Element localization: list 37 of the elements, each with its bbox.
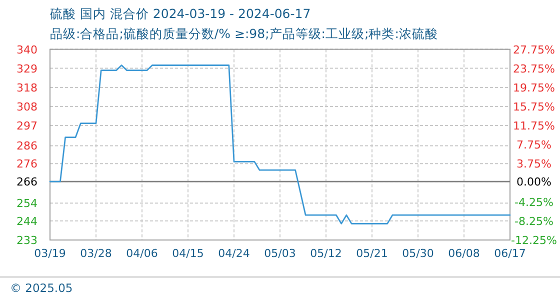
y-tick-label: 340 <box>16 43 38 56</box>
y-tick-label: 266 <box>16 176 38 189</box>
y2-tick-label: 27.75% <box>513 43 555 56</box>
y2-tick-label: 23.75% <box>513 62 555 76</box>
x-tick-label: 06/17 <box>494 247 526 260</box>
y-tick-label: 254 <box>16 197 38 210</box>
y-tick-label: 297 <box>16 119 38 132</box>
y-tick-label: 329 <box>16 62 38 76</box>
y-tick-label: 286 <box>16 140 38 153</box>
x-tick-label: 03/28 <box>80 247 112 260</box>
y-tick-label: 318 <box>16 81 38 94</box>
y2-tick-label: 11.75% <box>513 120 555 133</box>
y-tick-label: 276 <box>16 158 38 171</box>
y2-tick-label: 0.00% <box>516 176 552 189</box>
y2-tick-label: 7.75% <box>516 138 552 152</box>
y-tick-label: 308 <box>16 100 38 114</box>
text: © 2025.05 <box>10 281 73 295</box>
x-tick-label: 04/24 <box>218 247 250 260</box>
y2-tick-label: 15.75% <box>513 100 555 114</box>
x-tick-label: 05/12 <box>310 247 342 260</box>
x-tick-label: 04/06 <box>126 247 158 260</box>
y2-tick-label: -12.25% <box>511 234 557 247</box>
y2-tick-label: 3.75% <box>516 158 552 171</box>
x-tick-label: 03/19 <box>34 247 66 260</box>
line-series <box>49 64 511 224</box>
x-tick-label: 05/21 <box>356 247 388 260</box>
y-tick-label: 233 <box>16 234 38 247</box>
chart-title: 硫酸 国内 混合价 2024-03-19 - 2024-06-17 <box>50 6 311 21</box>
y2-tick-label: -8.25% <box>514 214 554 228</box>
y-tick-label: 244 <box>16 214 38 228</box>
chart-subtitle: 品级:合格品;硫酸的质量分数/% ≥:98;产品等级:工业级;种类:浓硫酸 <box>50 26 438 41</box>
x-tick-label: 05/30 <box>402 247 434 260</box>
y2-tick-label: -4.25% <box>514 196 554 209</box>
x-tick-label: 05/03 <box>264 247 296 260</box>
x-tick-label: 04/15 <box>172 247 204 260</box>
y2-tick-label: 19.75% <box>513 81 555 94</box>
x-tick-label: 06/08 <box>448 247 480 260</box>
